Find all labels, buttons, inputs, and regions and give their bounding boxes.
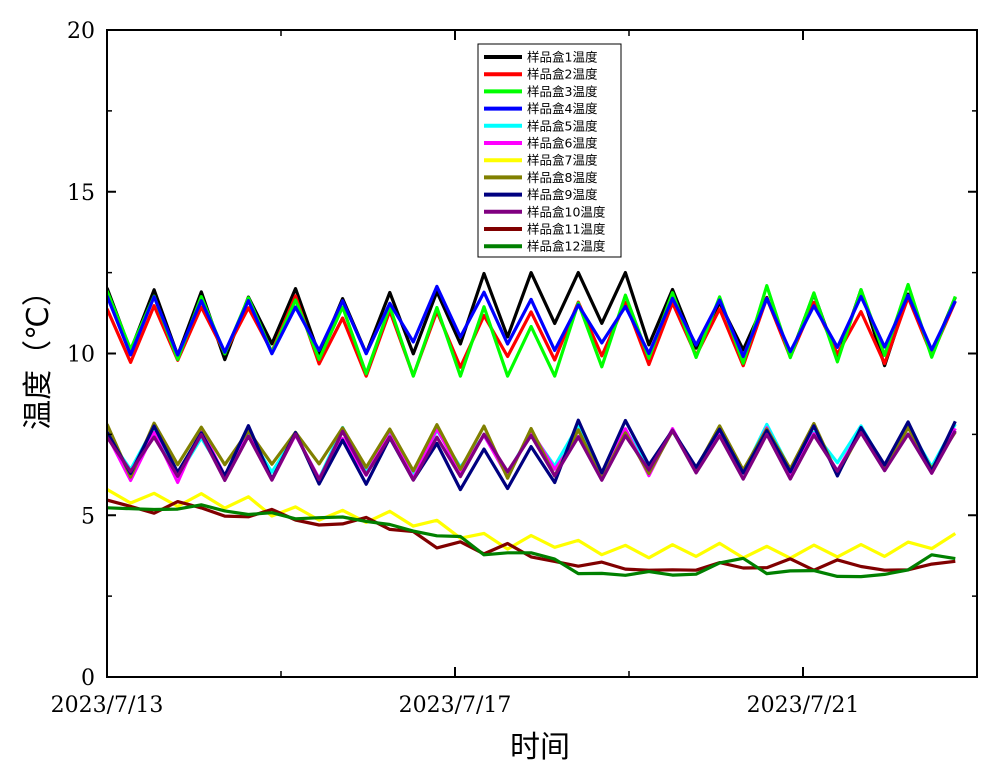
- legend-label-2: 样品盒2温度: [527, 67, 598, 82]
- legend-label-4: 样品盒4温度: [527, 101, 598, 116]
- series-line-2: [107, 294, 957, 378]
- series-line-12: [107, 503, 956, 579]
- series-line-8: [107, 421, 957, 481]
- legend-label-10: 样品盒10温度: [527, 204, 606, 219]
- legend-label-1: 样品盒1温度: [527, 50, 598, 65]
- y-tick-label: 15: [67, 181, 95, 206]
- legend-label-3: 样品盒3温度: [527, 84, 598, 99]
- y-tick-label: 10: [67, 343, 95, 368]
- y-tick-label: 20: [67, 19, 95, 44]
- x-tick-label: 2023/7/17: [399, 693, 512, 718]
- series-line-3: [107, 282, 957, 378]
- x-axis-label: 时间: [510, 730, 570, 765]
- y-axis-label: 温度（℃）: [21, 276, 56, 430]
- legend-label-6: 样品盒6温度: [527, 136, 598, 151]
- series-line-9: [107, 418, 957, 492]
- ticks-layer: 0 5 10 15 20 2023/7/13 2023/7/17 2023/7/21: [51, 19, 977, 718]
- legend-label-7: 样品盒7温度: [527, 153, 598, 168]
- legend-label-11: 样品盒11温度: [527, 222, 606, 237]
- series-line-7: [107, 488, 957, 560]
- y-tick-label: 0: [81, 666, 95, 691]
- legend: 样品盒1温度样品盒2温度样品盒3温度样品盒4温度样品盒5温度样品盒6温度样品盒7…: [477, 43, 622, 258]
- x-tick-label: 2023/7/21: [747, 693, 860, 718]
- legend-label-5: 样品盒5温度: [527, 118, 598, 133]
- series-line-10: [107, 428, 957, 482]
- y-tick-label: 5: [81, 504, 95, 529]
- legend-label-8: 样品盒8温度: [527, 170, 598, 185]
- series-layer: [107, 271, 957, 579]
- legend-box: [477, 43, 622, 258]
- legend-label-9: 样品盒9温度: [527, 187, 598, 202]
- x-tick-label: 2023/7/13: [51, 693, 164, 718]
- series-line-4: [107, 284, 957, 359]
- legend-label-12: 样品盒12温度: [527, 239, 606, 254]
